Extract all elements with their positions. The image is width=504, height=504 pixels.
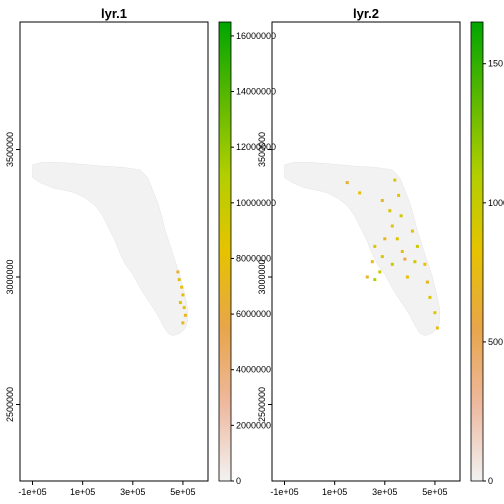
hotspot-cell <box>373 244 377 248</box>
colorbar-tick-label: 0 <box>488 476 493 486</box>
hotspot-layer <box>345 178 439 330</box>
hotspot-cell <box>177 278 181 282</box>
hotspot-cell <box>178 301 182 304</box>
y-axis: 2500000 3000000 3500000 <box>257 132 272 422</box>
panel-title: lyr.2 <box>353 6 379 21</box>
hotspot-cell <box>383 237 387 241</box>
hotspot-cell <box>405 275 409 279</box>
colorbar-tick-label: 0 <box>236 476 241 486</box>
y-tick-label: 2500000 <box>257 387 267 422</box>
hotspot-cell <box>378 270 382 274</box>
colorbar-tick-label: 1000 <box>488 198 504 208</box>
hotspot-cell <box>413 260 417 264</box>
hotspot-cell <box>181 293 185 297</box>
panel-lyr-1: lyr.1 -1e+05 1e+05 3e+05 5e+05 2500000 30000… <box>5 6 276 497</box>
hotspot-cell <box>425 280 429 284</box>
hotspot-cell <box>380 199 384 202</box>
y-tick-label: 3500000 <box>257 132 267 167</box>
colorbar-tick-label: 4000000 <box>236 365 271 375</box>
x-tick-label: 1e+05 <box>322 487 347 497</box>
y-tick-label: 3000000 <box>257 259 267 294</box>
x-tick-label: 5e+05 <box>422 487 447 497</box>
hotspot-cell <box>393 178 397 182</box>
hotspot-cell <box>365 275 369 279</box>
colorbar-tick-label: 8000000 <box>236 253 271 263</box>
x-tick-label: 5e+05 <box>170 487 195 497</box>
hotspot-cell <box>428 295 432 299</box>
hotspot-cell <box>373 278 377 282</box>
x-tick-label: 1e+05 <box>70 487 95 497</box>
hotspot-cell <box>400 250 404 253</box>
hotspot-cell <box>380 255 384 259</box>
hotspot-cell <box>388 209 392 213</box>
colorbar-tick-label: 2000000 <box>236 420 271 430</box>
hotspot-cell <box>358 191 362 195</box>
y-axis: 2500000 3000000 3500000 <box>5 132 20 422</box>
x-tick-label: -1e+05 <box>270 487 298 497</box>
x-tick-label: -1e+05 <box>18 487 46 497</box>
hotspot-cell <box>423 262 427 266</box>
hotspot-cell <box>183 313 187 317</box>
panel-title: lyr.1 <box>101 6 127 21</box>
hotspot-cell <box>433 311 437 315</box>
hotspot-cell <box>176 270 180 274</box>
colorbar <box>470 21 484 482</box>
colorbar-tick-label: 6000000 <box>236 309 271 319</box>
y-tick-label: 3500000 <box>5 132 15 167</box>
hotspot-cell <box>345 181 349 185</box>
colorbar <box>218 21 232 482</box>
x-axis: -1e+05 1e+05 3e+05 5e+05 <box>18 481 196 497</box>
hotspot-cell <box>399 214 403 218</box>
panel-lyr-2: lyr.2 -1e+05 1e+05 3e+05 5e+05 2500000 30000… <box>257 6 504 497</box>
hotspot-cell <box>415 244 419 248</box>
hotspot-cell <box>182 306 186 310</box>
plot-frame <box>271 21 461 482</box>
x-tick-label: 3e+05 <box>372 487 397 497</box>
florida-land <box>32 162 189 336</box>
hotspot-cell <box>403 257 407 261</box>
colorbar-tick-label: 12000000 <box>236 142 276 152</box>
x-tick-label: 3e+05 <box>120 487 145 497</box>
hotspot-cell <box>180 285 184 289</box>
hotspot-cell <box>390 262 394 266</box>
colorbar-tick-label: 500 <box>488 337 503 347</box>
y-tick-label: 2500000 <box>5 387 15 422</box>
hotspot-layer <box>176 270 187 325</box>
y-tick-label: 3000000 <box>5 259 15 294</box>
x-axis: -1e+05 1e+05 3e+05 5e+05 <box>270 481 448 497</box>
plot-frame <box>19 21 209 482</box>
hotspot-cell <box>397 193 401 197</box>
hotspot-cell <box>395 237 399 241</box>
hotspot-cell <box>410 229 414 233</box>
colorbar-tick-label: 150 <box>488 59 503 69</box>
colorbar-ticks: 0 500 1000 150 <box>483 59 504 486</box>
colorbar-tick-label: 16000000 <box>236 31 276 41</box>
hotspot-cell <box>435 326 439 330</box>
colorbar-ticks: 0 2000000 4000000 6000000 8000000 10000000 120… <box>231 31 276 486</box>
hotspot-cell <box>390 224 394 228</box>
hotspot-cell <box>181 321 185 325</box>
hotspot-cell <box>370 260 374 264</box>
colorbar-tick-label: 10000000 <box>236 198 276 208</box>
colorbar-tick-label: 14000000 <box>236 87 276 97</box>
florida-land <box>284 162 441 336</box>
